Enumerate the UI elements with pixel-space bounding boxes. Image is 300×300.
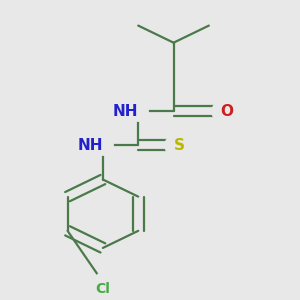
Text: NH: NH	[77, 138, 103, 153]
Text: NH: NH	[113, 103, 138, 118]
Text: S: S	[174, 138, 184, 153]
Text: Cl: Cl	[95, 282, 110, 296]
Text: O: O	[221, 103, 234, 118]
